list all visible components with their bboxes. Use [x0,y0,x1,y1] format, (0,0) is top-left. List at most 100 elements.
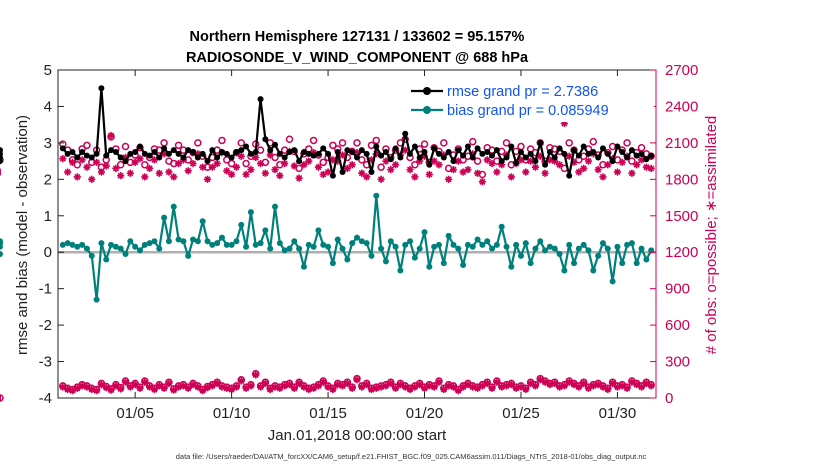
rmse-point [397,154,404,161]
obs-assimilated-point [387,166,395,174]
bias-point [257,240,264,247]
obs-count-assimilated-bottom--point-stroke [257,383,264,391]
obs-assimilated-point-stroke [64,168,71,176]
bias-point [354,234,360,241]
rmse-point [238,147,245,154]
obs-assimilated-point [256,159,265,168]
obs-count-assimilated-bottom--point [97,381,106,389]
obs-assimilated-point [406,166,414,174]
obs-count-assimilated-bottom--point-stroke [638,383,645,391]
obs-assimilated-point-stroke [305,158,312,165]
bias-point [175,236,182,243]
bias-point [272,203,279,210]
obs-possible-point [377,163,385,171]
obs-count-assimilated-bottom--point-stroke [363,381,370,388]
rmse-point [643,156,650,163]
bias-point [0,240,3,247]
obs-assimilated-point [247,166,255,174]
rmse-point [122,158,129,165]
rmse-point [112,149,119,155]
obs-count-assimilated-bottom--point-stroke [88,386,95,393]
obs-count-assimilated-bottom--point-stroke [315,382,322,389]
bias-point [479,241,486,248]
obs-count-assimilated-bottom--point-stroke [387,380,394,387]
obs-assimilated-point-stroke [479,178,486,185]
obs-count-assimilated-bottom--point [107,386,115,394]
bias-point [238,221,245,228]
bias-point [575,245,582,252]
obs-assimilated-point-stroke [223,167,230,174]
obs-possible-point [637,143,646,152]
bias-point [310,243,317,250]
obs-assimilated-point-stroke [156,170,163,177]
obs-assimilated-point [203,175,212,183]
obs-count-assimilated-bottom--point [252,371,260,379]
obs-count-assimilated-bottom--point-stroke [416,381,423,388]
obs-assimilated-point [208,163,216,171]
obs-assimilated-point [473,169,482,177]
obs-assimilated-point-stroke [566,153,573,160]
rmse-point [387,156,394,163]
obs-assimilated-point [633,161,641,169]
obs-assimilated-point [59,155,67,163]
rmse-point [218,149,225,155]
bias-point [185,252,192,259]
obs-assimilated-point [290,162,298,170]
obs-count-assimilated-bottom--point [391,384,400,392]
bias-point [315,227,322,234]
bias-point [209,241,216,248]
y-axis-label-right: # of obs: o=possible; ∗=assimilated [703,116,720,355]
rmse-point [315,150,322,157]
obs-count-assimilated-bottom--point-stroke [83,383,91,391]
obs-count-assimilated-bottom--point-stroke [64,386,71,393]
rmse-point [199,150,206,157]
obs-possible-point [194,139,202,147]
obs-possible-point [285,135,294,143]
bias-point [74,243,81,250]
obs-count-assimilated-bottom--point-stroke [180,382,187,389]
bias-point [122,251,129,258]
data-file-footnote: data file: /Users/raeder/DAI/ATM_forcXX/… [176,452,647,461]
obs-count-assimilated-bottom--point [637,383,646,391]
rmse-point [233,149,240,155]
obs-assimilated-point-stroke [580,165,587,172]
bias-point [223,241,230,248]
obs-assimilated-point [565,152,573,160]
obs-count-assimilated-bottom--point-stroke [397,381,404,388]
obs-count-assimilated-bottom--point [136,384,144,392]
obs-assimilated-point-stroke [276,172,283,179]
bias-point [233,238,240,245]
obs-assimilated-point-stroke [69,159,76,166]
obs-assimilated-point-stroke [527,158,534,165]
rmse-point [450,158,457,165]
rmse-point [127,150,134,157]
obs-possible-point [478,170,487,179]
rmse-point [64,150,71,157]
bias-point [252,241,259,248]
obs-count-assimilated-bottom--point [247,382,255,390]
obs-count-assimilated-bottom--point-stroke [599,383,607,391]
obs-assimilated-point [68,158,77,166]
bias-point [561,267,568,274]
bias-point [64,240,71,247]
obs-assimilated-point [165,168,173,176]
obs-assimilated-point-stroke [363,173,370,180]
title-line2: RADIOSONDE_V_WIND_COMPONENT @ 688 hPa [186,50,529,66]
obs-assimilated-point [155,169,163,177]
bias-point [445,232,452,239]
bias-point [276,240,283,247]
obs-count-assimilated-bottom--point-stroke [609,380,616,387]
rmse-point [204,158,211,165]
obs-count-assimilated-bottom--point [314,382,323,390]
obs-assimilated-point-stroke [450,166,457,173]
obs-assimilated-point-stroke [233,164,240,171]
bias-point [117,245,124,252]
rmse-point [194,154,201,161]
obs-assimilated-point-stroke [228,171,235,178]
rmse-point [479,150,486,157]
rmse-point [98,85,105,92]
bias-point [228,241,235,248]
obs-count-assimilated-bottom--point-stroke [488,385,496,392]
rmse-point [329,172,336,179]
obs-assimilated-point-stroke [508,173,515,180]
